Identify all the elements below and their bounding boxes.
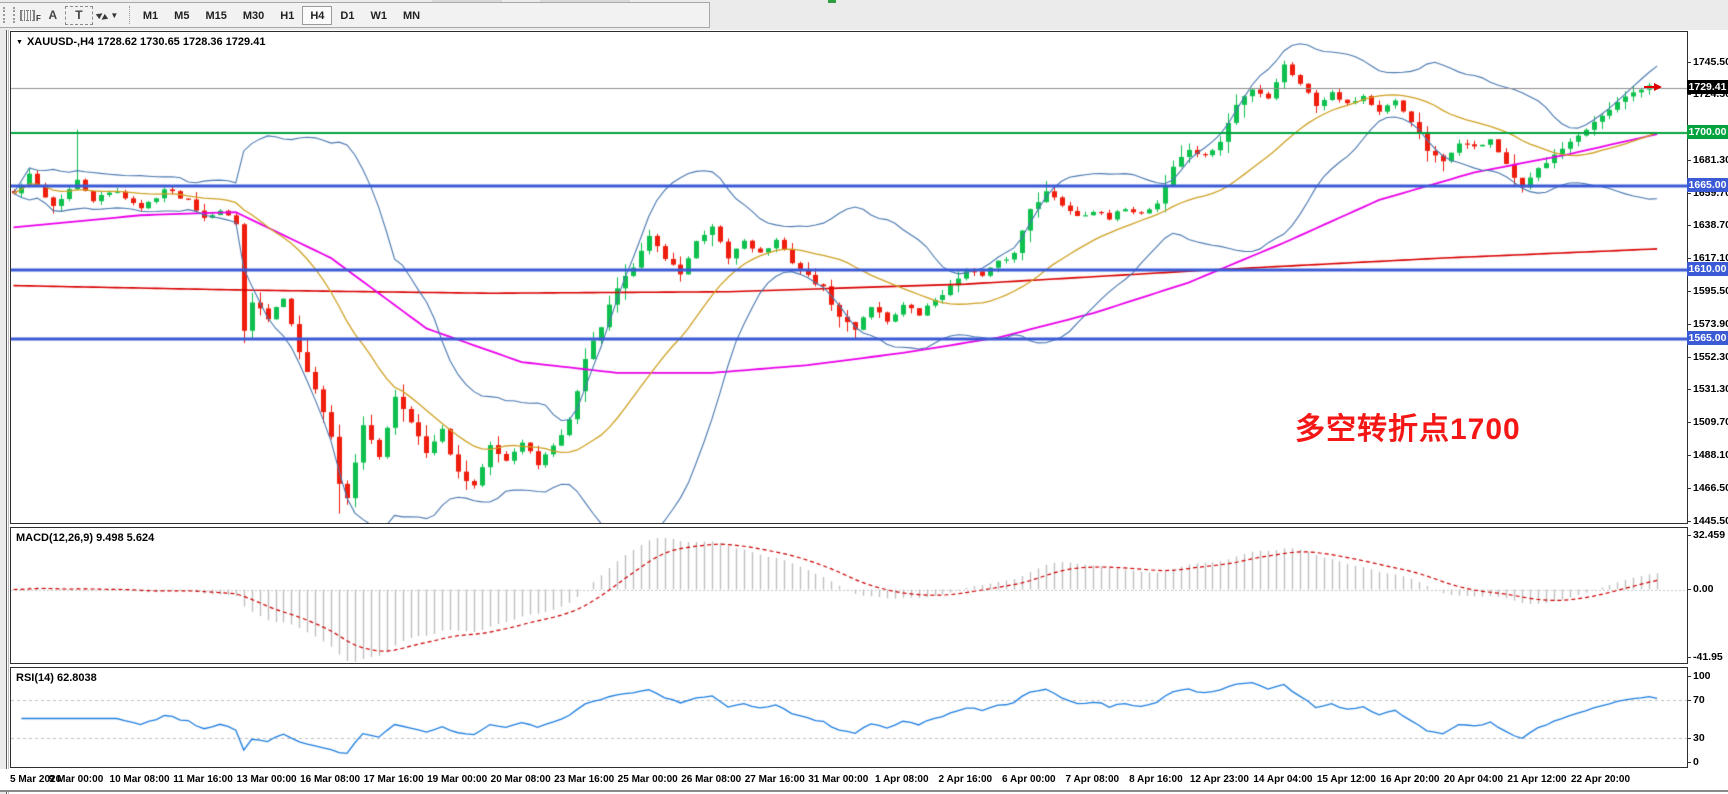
grid-icon-label: F	[36, 13, 41, 23]
price-tick: 1552.30	[1687, 351, 1728, 363]
rsi-tick: 70	[1687, 694, 1705, 706]
toolbar-fragment	[828, 0, 836, 3]
current-price-marker	[1644, 86, 1654, 88]
arrows-tool-icon[interactable]: ▼	[95, 5, 121, 25]
symbol-dropdown-icon[interactable]: ▼	[16, 38, 23, 46]
time-tick: 23 Mar 16:00	[554, 774, 615, 785]
time-tick: 14 Apr 04:00	[1253, 774, 1313, 785]
time-tick: 9 Mar 00:00	[48, 774, 104, 785]
time-tick: 22 Apr 20:00	[1570, 774, 1631, 785]
time-tick: 16 Mar 08:00	[300, 774, 361, 785]
tf-button-mn[interactable]: MN	[402, 9, 421, 22]
time-tick: 10 Mar 08:00	[109, 774, 170, 785]
macd-tick: 0.00	[1687, 583, 1713, 595]
time-tick: 11 Mar 16:00	[173, 774, 233, 785]
price-tick: 1573.90	[1687, 318, 1728, 330]
price-tick: 1745.50	[1687, 56, 1728, 68]
macd-label: MACD(12,26,9) 9.498 5.624	[16, 532, 155, 544]
time-tick: 27 Mar 16:00	[744, 774, 805, 785]
price-tick: 1531.30	[1687, 383, 1728, 395]
time-tick: 17 Mar 16:00	[363, 774, 424, 785]
toolbar-separator	[128, 6, 130, 24]
dropdown-caret-icon[interactable]: ▼	[110, 10, 119, 20]
rsi-panel: RSI(14) 62.8038	[10, 667, 1688, 768]
template-grid-icon[interactable]: F	[20, 5, 41, 25]
price-level-label[interactable]: 1565.00	[1687, 331, 1728, 346]
chart-window-border	[8, 30, 9, 794]
main-chart-canvas[interactable]	[11, 32, 1687, 523]
price-tick: 1681.30	[1687, 154, 1728, 166]
macd-tick: -41.95	[1687, 651, 1723, 663]
macd-panel: MACD(12,26,9) 9.498 5.624	[10, 527, 1688, 664]
main-chart-panel: ▼ XAUUSD-,H4 1728.62 1730.65 1728.36 172…	[10, 31, 1688, 524]
time-tick: 8 Apr 16:00	[1129, 774, 1183, 785]
tf-button-m1[interactable]: M1	[142, 9, 159, 22]
time-tick: 21 Apr 12:00	[1507, 774, 1567, 785]
timeframe-group: M1 M5 M15 M30 H1 H4 D1 W1 MN	[135, 5, 428, 25]
price-level-label[interactable]: 1610.00	[1687, 262, 1728, 277]
price-level-label[interactable]: 1665.00	[1687, 178, 1728, 193]
tf-button-m5[interactable]: M5	[174, 9, 190, 22]
time-tick: 26 Mar 08:00	[681, 774, 742, 785]
tf-button-h1[interactable]: H1	[280, 9, 295, 22]
toolbar-fragment	[540, 0, 630, 3]
time-tick: 19 Mar 00:00	[427, 774, 488, 785]
time-tick: 1 Apr 08:00	[874, 774, 929, 785]
toolbar-grip[interactable]	[3, 7, 15, 23]
price-level-label[interactable]: 1700.00	[1687, 124, 1728, 139]
tf-button-w1[interactable]: W1	[370, 9, 387, 22]
price-tick: 1466.50	[1687, 482, 1728, 494]
toolbar: F A T ▼ M1 M5 M15 M30 H1 H4 D1 W1 MN	[0, 2, 710, 28]
rsi-label: RSI(14) 62.8038	[16, 672, 97, 684]
tf-button-m15[interactable]: M15	[205, 9, 227, 22]
time-tick: 20 Apr 04:00	[1443, 774, 1504, 785]
chart-title[interactable]: ▼ XAUUSD-,H4 1728.62 1730.65 1728.36 172…	[16, 36, 265, 48]
text-label-tool-icon[interactable]: A	[48, 8, 58, 22]
time-tick: 12 Apr 23:00	[1189, 774, 1249, 785]
macd-canvas[interactable]	[11, 528, 1687, 663]
rsi-canvas[interactable]	[11, 668, 1687, 767]
macd-tick: 32.459	[1687, 529, 1725, 541]
rsi-tick: 30	[1687, 732, 1705, 744]
price-tick: 1488.10	[1687, 449, 1728, 461]
current-price-arrow-icon	[1654, 83, 1662, 91]
grid-icon	[20, 9, 35, 21]
time-tick: 6 Apr 00:00	[1002, 774, 1056, 785]
time-tick: 15 Apr 12:00	[1316, 774, 1376, 785]
rsi-tick: 100	[1687, 670, 1711, 682]
time-tick: 2 Apr 16:00	[938, 774, 993, 785]
time-axis[interactable]: 5 Mar 2020 9 Mar 00:00 10 Mar 08:00 11 Mar …	[0, 769, 1728, 792]
annotation-text: 多空转折点1700	[1295, 413, 1521, 446]
time-tick: 25 Mar 00:00	[617, 774, 678, 785]
toolbar-fragment	[432, 0, 502, 3]
chart-title-text: XAUUSD-,H4 1728.62 1730.65 1728.36 1729.…	[26, 36, 266, 48]
price-tick: 1595.50	[1687, 285, 1728, 297]
price-scale[interactable]: 1745.50 1724.50 1681.30 1659.70 1638.70 1617.…	[1687, 31, 1728, 794]
arrow-down-icon	[100, 13, 109, 23]
text-box-tool-icon[interactable]: T	[64, 5, 93, 25]
time-tick: 20 Mar 08:00	[490, 774, 551, 785]
current-price-label: 1729.41	[1687, 79, 1728, 94]
tf-button-m30[interactable]: M30	[242, 9, 265, 22]
time-tick: 7 Apr 08:00	[1065, 774, 1120, 785]
price-tick: 1617.10	[1687, 252, 1728, 264]
price-tick: 1509.70	[1687, 416, 1728, 428]
time-tick: 31 Mar 00:00	[808, 774, 869, 785]
rsi-tick: 0	[1687, 756, 1699, 768]
time-tick: 13 Mar 00:00	[236, 774, 297, 785]
price-tick: 1445.50	[1687, 515, 1728, 527]
price-tick: 1638.70	[1687, 219, 1728, 231]
time-tick: 5 Mar 2020	[10, 774, 62, 785]
time-tick: 16 Apr 20:00	[1380, 774, 1440, 785]
tf-button-h4[interactable]: H4	[302, 5, 333, 25]
tf-button-d1[interactable]: D1	[340, 9, 355, 22]
